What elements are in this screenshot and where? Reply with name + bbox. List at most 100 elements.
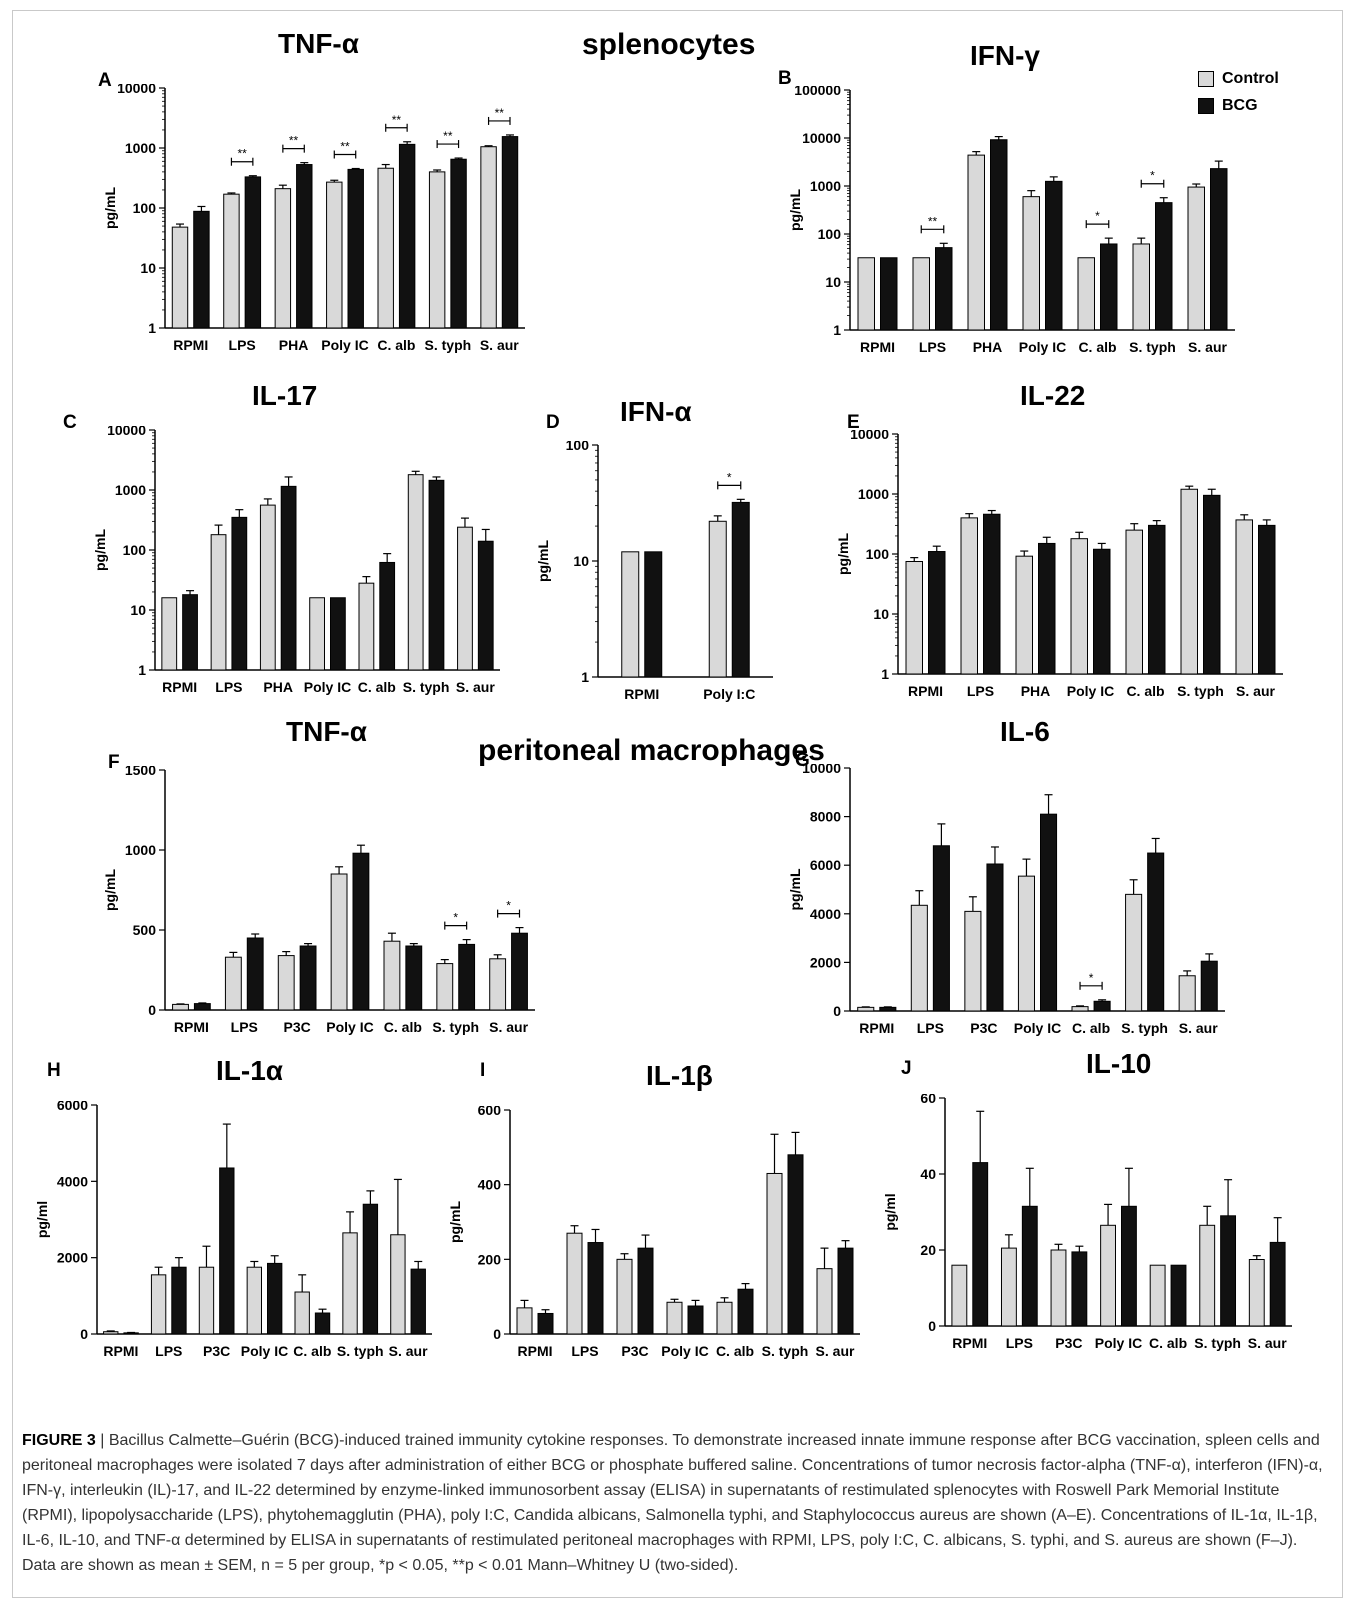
chart-i: 0 200 400 600 pg/mL RPMI LPS P3C Poly IC C. alb S.… <box>448 1106 860 1359</box>
bar-control-s-aur <box>390 1234 406 1335</box>
bar-control-lps <box>1000 1247 1017 1327</box>
bar-control-poly-ic <box>1070 538 1088 675</box>
bar-bcg-p3c <box>986 863 1004 1012</box>
bar-control-s-typh <box>766 1172 783 1335</box>
bar-control-s-typh <box>1180 488 1198 675</box>
panel-letter-a: A <box>98 70 112 91</box>
bar-bcg-rpmi <box>537 1312 554 1335</box>
y-tick-label: 0 <box>833 1003 841 1019</box>
bar-bcg-c-alb <box>405 945 423 1011</box>
bar-bcg-c-alb <box>1170 1264 1187 1327</box>
x-tick-label-poly-ic: Poly IC <box>1095 1335 1142 1351</box>
y-tick-label: 10000 <box>850 430 889 442</box>
x-tick-label-lps: LPS <box>155 1343 182 1359</box>
y-tick-label: 1000 <box>810 178 841 194</box>
bar-bcg-lps <box>983 513 1001 675</box>
bar-bcg-rpmi <box>644 551 663 678</box>
bar-control-rpmi <box>951 1264 968 1327</box>
bar-control-c-alb <box>358 582 375 671</box>
x-tick-label-lps: LPS <box>215 679 242 695</box>
x-tick-label-p3c: P3C <box>1055 1335 1082 1351</box>
y-tick-label: 1000 <box>125 140 156 156</box>
y-tick-label: 1 <box>138 662 146 678</box>
bar-bcg-lps <box>932 845 950 1012</box>
significance-marker: * <box>1095 209 1100 223</box>
significance-marker: ** <box>495 106 505 120</box>
bar-control-s-typh <box>1132 243 1150 331</box>
chart-title-d: IFN-α <box>620 396 692 427</box>
significance-marker: ** <box>443 129 453 143</box>
y-tick-label: 100 <box>866 546 890 562</box>
y-tick-label: 10 <box>873 606 889 622</box>
bar-bcg-lps <box>587 1242 604 1335</box>
y-tick-label: 40 <box>920 1166 936 1182</box>
y-tick-label: 1000 <box>115 482 146 498</box>
significance-marker: * <box>506 899 511 913</box>
bar-control-poly-ic <box>330 873 348 1011</box>
significance-marker: ** <box>928 214 938 228</box>
bar-control-s-typh <box>342 1232 358 1335</box>
x-tick-label-s-aur: S. aur <box>489 1019 528 1035</box>
panel-letter-j: J <box>901 1058 912 1079</box>
bar-bcg-pha <box>1038 542 1056 675</box>
bar-control-p3c <box>964 910 982 1012</box>
bar-control-poly-ic <box>326 181 343 329</box>
y-tick-label: 60 <box>920 1094 936 1106</box>
x-tick-label-s-typh: S. typh <box>1121 1020 1168 1036</box>
bar-bcg-s-typh <box>458 943 476 1011</box>
chart-title-a: TNF-α <box>278 28 359 59</box>
legend-item-bcg: BCG <box>1198 97 1279 115</box>
x-tick-label-s-typh: S. typh <box>337 1343 384 1359</box>
bar-control-s-aur <box>489 958 507 1011</box>
bar-bcg-lps <box>231 516 248 671</box>
bar-control-p3c <box>277 955 295 1011</box>
bar-control-pha <box>967 154 985 331</box>
bar-control-rpmi <box>103 1331 119 1335</box>
figure-frame <box>12 10 1343 1598</box>
bar-bcg-rpmi <box>879 1006 897 1012</box>
bar-bcg-p3c <box>299 945 317 1011</box>
x-tick-label-c-alb: C. alb <box>1126 683 1164 699</box>
y-axis-label: pg/mL <box>536 540 551 582</box>
chart-d: 1 10 100 pg/mL RPMI Poly I:C * <box>536 441 773 702</box>
bar-control-poly-ic <box>1022 196 1040 331</box>
bar-control-rpmi <box>857 257 875 331</box>
bar-bcg-s-aur <box>1210 168 1228 331</box>
chart-title-c: IL-17 <box>252 380 318 411</box>
y-axis-label: pg/mL <box>788 868 803 910</box>
bar-control-lps <box>150 1274 167 1335</box>
chart-h: 0 2000 4000 6000 pg/ml RPMI LPS P3C Poly IC C. al… <box>35 1101 432 1359</box>
bar-control-lps <box>566 1232 583 1335</box>
bar-bcg-pha <box>296 164 313 329</box>
x-tick-label-s-typh: S. typh <box>425 337 472 353</box>
bar-bcg-s-aur <box>501 136 519 329</box>
x-tick-label-s-aur: S. aur <box>816 1343 855 1359</box>
y-tick-label: 200 <box>478 1251 502 1267</box>
bar-control-s-aur <box>1187 186 1205 331</box>
x-tick-label-poly-ic: Poly IC <box>1019 339 1066 355</box>
bar-bcg-lps <box>244 176 262 329</box>
bar-bcg-c-alb <box>1100 243 1118 331</box>
bar-bcg-poly-ic <box>1045 180 1063 331</box>
bar-bcg-rpmi <box>193 210 210 329</box>
bar-control-s-aur <box>480 146 497 329</box>
x-tick-label-rpmi: RPMI <box>174 1019 209 1035</box>
x-tick-label-lps: LPS <box>571 1343 598 1359</box>
y-tick-label: 600 <box>478 1106 502 1118</box>
x-tick-label-rpmi: RPMI <box>908 683 943 699</box>
bar-bcg-s-aur <box>477 540 494 671</box>
y-tick-label: 100 <box>566 441 590 453</box>
bar-control-s-typh <box>1125 893 1143 1012</box>
x-tick-label-p3c: P3C <box>284 1019 311 1035</box>
bar-control-s-aur <box>1248 1259 1265 1327</box>
bar-control-poly-ic <box>1017 875 1036 1012</box>
x-tick-label-poly-ic: Poly IC <box>241 1343 288 1359</box>
x-tick-label-poly-ic: Poly IC <box>304 679 351 695</box>
caption-text: Bacillus Calmette–Guérin (BCG)-induced t… <box>22 1432 1323 1574</box>
y-axis-label: pg/mL <box>788 189 803 231</box>
bar-control-rpmi <box>621 551 640 678</box>
bar-control-p3c <box>198 1266 215 1335</box>
figure-caption: FIGURE 3 | Bacillus Calmette–Guérin (BCG… <box>22 1432 1323 1574</box>
chart-title-f: TNF-α <box>286 716 367 747</box>
bar-bcg-s-typh <box>450 158 467 329</box>
